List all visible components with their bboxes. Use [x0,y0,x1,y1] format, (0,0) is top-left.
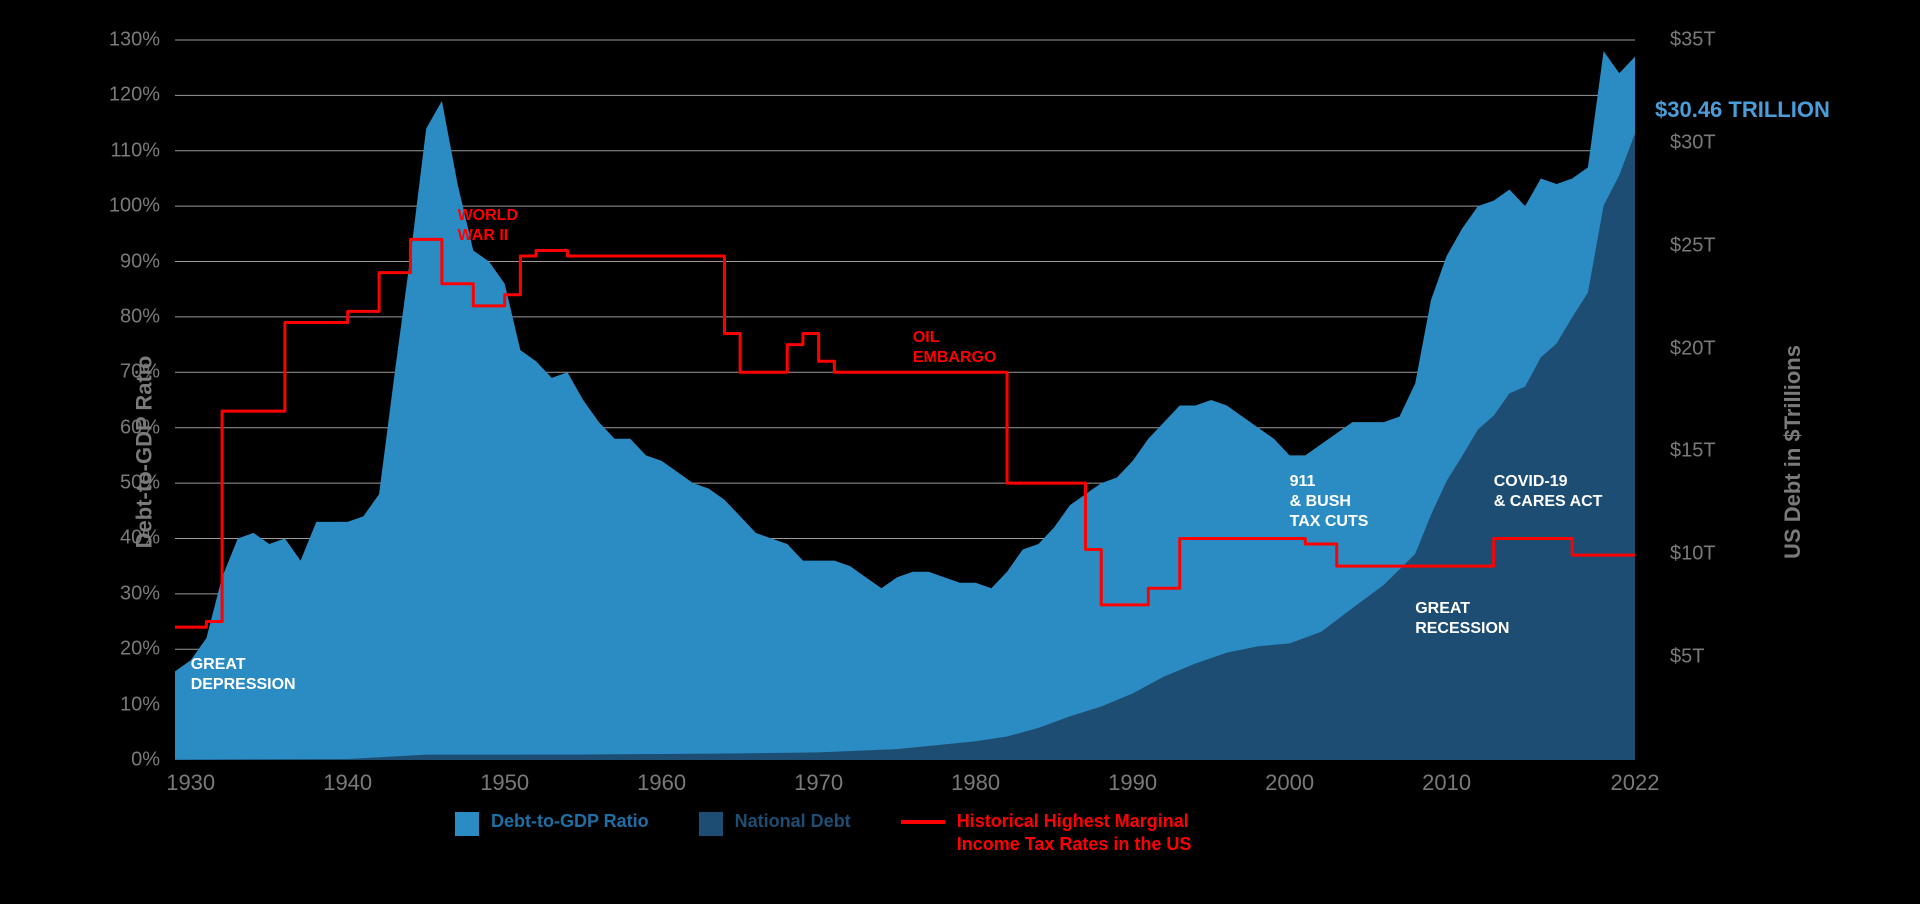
y-left-tick: 80% [120,305,160,328]
x-tick: 1930 [166,770,215,796]
y-left-tick: 90% [120,250,160,273]
y-left-tick: 120% [109,84,160,107]
legend-swatch [699,812,723,836]
x-tick: 1950 [480,770,529,796]
x-tick: 1940 [323,770,372,796]
y-left-tick: 60% [120,416,160,439]
y-right-axis-label: US Debt in $Trillions [1780,345,1806,559]
chart-legend: Debt-to-GDP Ratio National Debt Historical… [455,810,1191,857]
y-left-tick: 50% [120,472,160,495]
chart-annotation: 911 & BUSH TAX CUTS [1290,472,1369,532]
y-right-tick: $20T [1670,337,1716,360]
x-tick: 1980 [951,770,1000,796]
x-tick: 1990 [1108,770,1157,796]
y-left-axis-label: Debt-to-GDP Ratio [131,356,157,549]
y-left-tick: 70% [120,361,160,384]
y-right-tick: $10T [1670,543,1716,566]
x-tick: 1960 [637,770,686,796]
debt-callout: $30.46 TRILLION [1655,97,1830,123]
chart-annotation: GREAT RECESSION [1415,599,1509,639]
y-left-tick: 30% [120,582,160,605]
chart-container: Debt-to-GDP Ratio US Debt in $Trillions … [0,0,1920,904]
y-right-tick: $25T [1670,234,1716,257]
legend-label: National Debt [735,810,851,833]
legend-label: Historical Highest Marginal Income Tax R… [957,810,1192,857]
legend-item: Debt-to-GDP Ratio [455,810,649,836]
y-left-tick: 20% [120,638,160,661]
legend-label: Debt-to-GDP Ratio [491,810,649,833]
y-left-tick: 100% [109,195,160,218]
x-tick: 2022 [1611,770,1660,796]
y-left-tick: 130% [109,29,160,52]
legend-item: National Debt [699,810,851,836]
chart-annotation: GREAT DEPRESSION [191,655,296,695]
chart-annotation: OIL EMBARGO [913,328,997,368]
chart-annotation: COVID-19 & CARES ACT [1494,472,1603,512]
x-tick: 2010 [1422,770,1471,796]
y-left-tick: 0% [131,749,160,772]
y-left-tick: 110% [110,139,160,162]
x-tick: 2000 [1265,770,1314,796]
y-right-tick: $35T [1670,29,1716,52]
y-left-tick: 40% [120,527,160,550]
chart-annotation: WORLD WAR II [458,206,518,246]
y-right-tick: $15T [1670,440,1716,463]
legend-item: Historical Highest Marginal Income Tax R… [901,810,1192,857]
legend-swatch [455,812,479,836]
legend-line-icon [901,820,945,824]
x-tick: 1970 [794,770,843,796]
chart-svg [0,0,1920,904]
y-left-tick: 10% [120,693,160,716]
y-right-tick: $30T [1670,131,1716,154]
y-right-tick: $5T [1670,646,1704,669]
